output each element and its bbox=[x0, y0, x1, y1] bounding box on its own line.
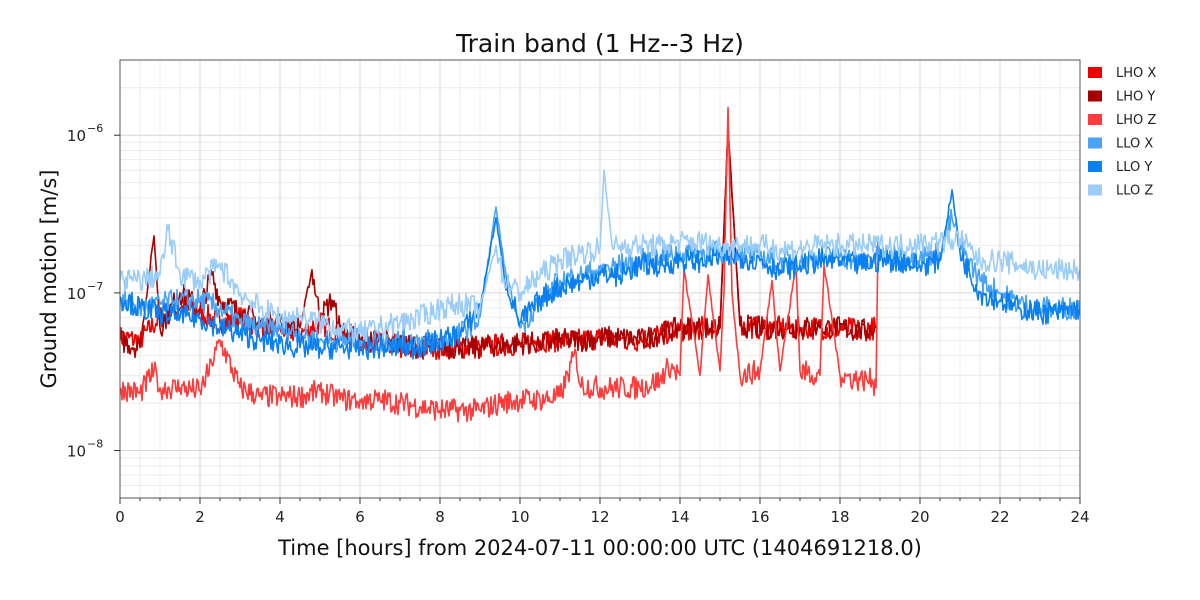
legend-swatch bbox=[1088, 114, 1102, 125]
x-axis: 0 2 4 6 8 10 12 14 16 18 20 22 24 bbox=[115, 498, 1090, 526]
chart-title: Train band (1 Hz--3 Hz) bbox=[455, 29, 744, 58]
legend-swatch bbox=[1088, 161, 1102, 172]
legend-swatch bbox=[1088, 184, 1102, 196]
legend-swatch bbox=[1088, 137, 1102, 149]
y-axis-label: Ground motion [m/s] bbox=[37, 170, 61, 389]
y-tick-label: 10 bbox=[67, 443, 86, 461]
series-line-lho-z bbox=[120, 106, 879, 423]
x-tick-label: 4 bbox=[275, 508, 285, 526]
legend-label: LHO X bbox=[1116, 66, 1156, 81]
y-tick-exponent: −6 bbox=[87, 122, 103, 135]
y-axis: 10−810−710−6 bbox=[67, 122, 120, 461]
x-tick-label: 20 bbox=[910, 508, 929, 526]
series-line-llo-y bbox=[120, 189, 1080, 360]
legend-swatch bbox=[1088, 67, 1102, 78]
x-axis-label: Time [hours] from 2024-07-11 00:00:00 UT… bbox=[277, 536, 922, 560]
x-tick-label: 2 bbox=[195, 508, 205, 526]
x-tick-label: 16 bbox=[750, 508, 769, 526]
legend-label: LLO Y bbox=[1116, 160, 1152, 175]
x-tick-label: 6 bbox=[355, 508, 365, 526]
y-tick-label: 10 bbox=[67, 127, 86, 145]
legend-label: LLO X bbox=[1116, 137, 1153, 152]
x-tick-label: 22 bbox=[990, 508, 1009, 526]
x-tick-label: 14 bbox=[670, 508, 689, 526]
y-tick-label: 10 bbox=[67, 285, 86, 303]
series-layer bbox=[120, 106, 1080, 423]
x-tick-label: 8 bbox=[435, 508, 445, 526]
y-tick-exponent: −7 bbox=[87, 280, 103, 293]
legend-swatch bbox=[1088, 90, 1102, 102]
x-tick-label: 0 bbox=[115, 508, 125, 526]
x-tick-label: 10 bbox=[510, 508, 529, 526]
legend-label: LLO Z bbox=[1116, 184, 1153, 199]
x-tick-label: 18 bbox=[830, 508, 849, 526]
legend-label: LHO Z bbox=[1116, 113, 1156, 128]
grid bbox=[119, 59, 1081, 499]
x-tick-label: 12 bbox=[590, 508, 609, 526]
series-line-llo-x bbox=[120, 206, 1080, 353]
x-tick-label: 24 bbox=[1070, 508, 1089, 526]
legend-label: LHO Y bbox=[1116, 90, 1155, 105]
series-line-llo-z bbox=[120, 169, 1080, 344]
y-tick-exponent: −8 bbox=[87, 438, 103, 451]
legend: LHO X LHO Y LHO Z LLO X LLO Y LLO Z bbox=[1088, 66, 1156, 199]
